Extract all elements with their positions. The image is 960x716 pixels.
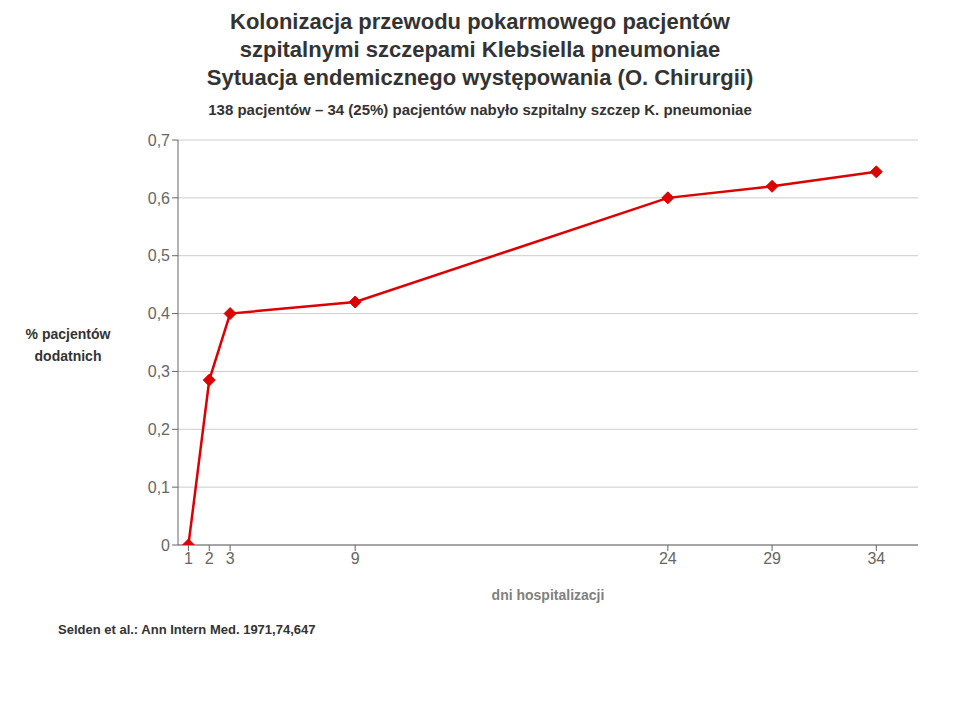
svg-text:29: 29 xyxy=(763,550,781,567)
html-text:138 pacjentów – 34 (25%) pacje: 138 pacjentów – 34 (25%) pacjentów nabył… xyxy=(208,101,752,118)
svg-text:0,2: 0,2 xyxy=(148,421,170,438)
svg-text:0,5: 0,5 xyxy=(148,247,170,264)
svg-text:9: 9 xyxy=(351,550,360,567)
html-text:Sytuacja endemicznego występow: Sytuacja endemicznego występowania (O. C… xyxy=(206,65,754,90)
html-text:Selden et al.: Ann Intern Med.: Selden et al.: Ann Intern Med. 1971,74,6… xyxy=(58,622,316,637)
svg-text:1: 1 xyxy=(184,550,193,567)
svg-text:24: 24 xyxy=(659,550,677,567)
html-text:szpitalnymi szczepami Klebsiel: szpitalnymi szczepami Klebsiella pneumon… xyxy=(239,37,721,62)
svg-text:0,4: 0,4 xyxy=(148,305,170,322)
svg-text:0,7: 0,7 xyxy=(148,132,170,149)
svg-text:34: 34 xyxy=(867,550,885,567)
svg-text:3: 3 xyxy=(226,550,235,567)
svg-text:0,1: 0,1 xyxy=(148,479,170,496)
svg-text:0: 0 xyxy=(161,537,170,554)
svg-text:2: 2 xyxy=(205,550,214,567)
html-text:dodatnich: dodatnich xyxy=(34,348,102,364)
svg-text:0,3: 0,3 xyxy=(148,363,170,380)
svg-text:0,6: 0,6 xyxy=(148,190,170,207)
html-text:% pacjentów: % pacjentów xyxy=(25,326,111,342)
svg-text:dni hospitalizacji: dni hospitalizacji xyxy=(492,587,605,603)
html-text:Kolonizacja przewodu pokarmowe: Kolonizacja przewodu pokarmowego pacjent… xyxy=(230,9,730,34)
